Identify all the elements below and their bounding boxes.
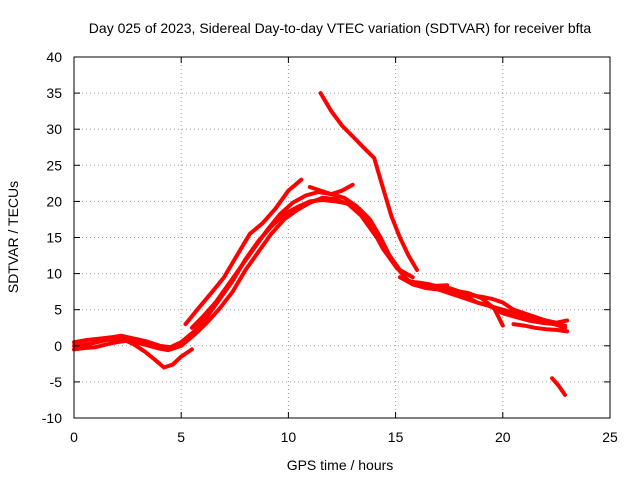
y-tick-label: 10 — [46, 266, 62, 282]
y-tick-label: -10 — [42, 410, 62, 426]
x-tick-label: 15 — [388, 429, 404, 445]
axis-ticks: 0 5 10 15 20 25 -10 -5 0 5 10 15 20 25 30 35 40 — [42, 49, 618, 445]
grid — [74, 57, 610, 418]
series-line-track-7 — [307, 182, 355, 197]
x-tick-label: 20 — [495, 429, 511, 445]
y-tick-label: 40 — [46, 49, 62, 65]
y-tick-label: 20 — [46, 193, 62, 209]
y-tick-label: 5 — [54, 302, 62, 318]
data-series — [72, 91, 570, 397]
series-line-track-2 — [72, 195, 415, 353]
series-line-track-11 — [447, 286, 570, 325]
x-axis-label: GPS time / hours — [287, 457, 394, 473]
chart-title: Day 025 of 2023, Sidereal Day-to-day VTE… — [89, 20, 592, 36]
x-tick-label: 5 — [177, 429, 185, 445]
y-tick-label: 25 — [46, 157, 62, 173]
series-line-track-3 — [72, 336, 194, 370]
x-tick-label: 0 — [70, 429, 78, 445]
x-tick-label: 10 — [281, 429, 297, 445]
series-line-track-13 — [550, 376, 567, 397]
y-axis-label: SDTVAR / TECUs — [5, 181, 21, 293]
x-tick-label: 25 — [602, 429, 618, 445]
y-tick-label: 0 — [54, 338, 62, 354]
series-line-track-5 — [189, 190, 450, 330]
series-line-track-6 — [318, 91, 419, 272]
y-tick-label: 35 — [46, 85, 62, 101]
y-tick-label: -5 — [50, 374, 63, 390]
series-line-track-4 — [183, 177, 304, 327]
y-tick-label: 30 — [46, 121, 62, 137]
series-line-track-12 — [511, 322, 570, 334]
y-tick-label: 15 — [46, 230, 62, 246]
